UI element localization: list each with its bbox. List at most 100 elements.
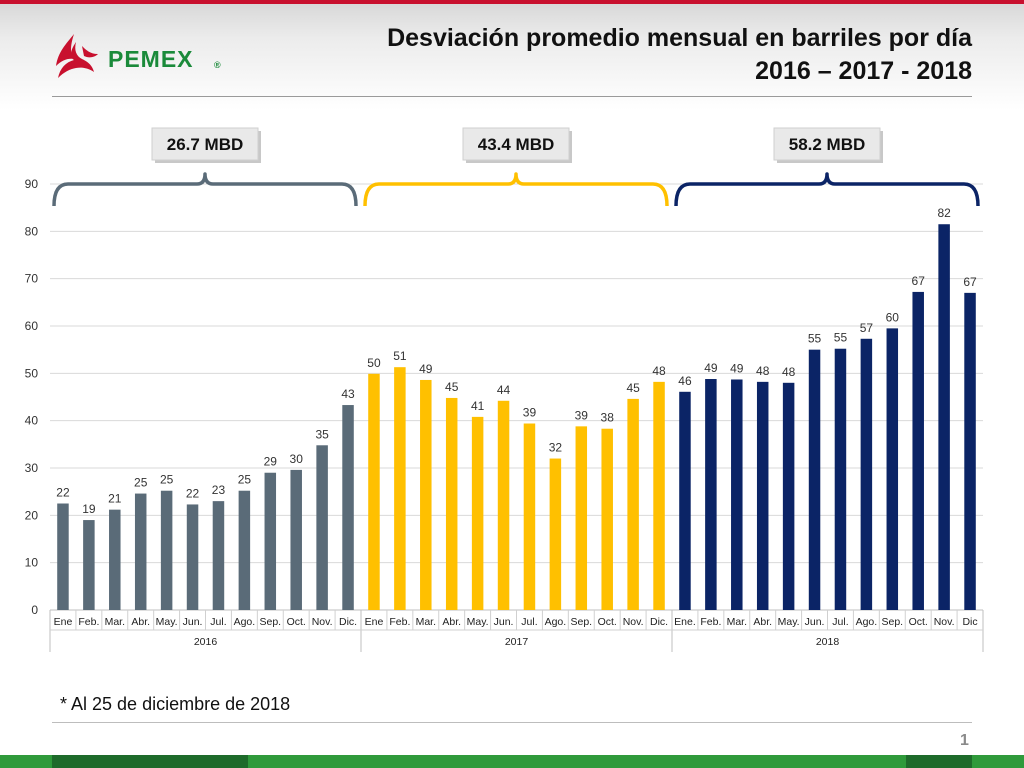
x-tick-label: Ene: [54, 616, 73, 628]
data-label: 48: [782, 365, 796, 379]
x-tick-label: Jul.: [210, 616, 226, 628]
x-tick-label: Jun.: [805, 616, 825, 628]
bar-2016: [186, 504, 199, 610]
pemex-logo: PEMEX ®: [52, 32, 242, 80]
group-brace-2017: [363, 172, 669, 207]
y-tick-label: 60: [25, 319, 39, 333]
average-label: 26.7 MBD: [167, 135, 244, 154]
y-tick-label: 90: [25, 177, 39, 191]
bar-2017: [575, 426, 588, 610]
data-label: 25: [238, 473, 252, 487]
x-tick-label: Nov.: [934, 616, 955, 628]
bar-2018: [782, 382, 795, 610]
data-label: 82: [937, 206, 951, 220]
data-label: 46: [678, 374, 692, 388]
bar-2018: [808, 349, 821, 610]
x-tick-label: Jul.: [832, 616, 848, 628]
bar-2017: [394, 367, 406, 610]
bar-2016: [290, 469, 302, 610]
data-label: 49: [419, 362, 433, 376]
bar-2018: [834, 348, 847, 610]
x-tick-label: Oct.: [598, 616, 617, 628]
bar-2018: [679, 391, 691, 610]
data-label: 67: [912, 274, 926, 288]
group-brace-2016: [52, 172, 358, 207]
x-tick-label: May.: [156, 616, 178, 628]
x-tick-label: Feb.: [389, 616, 410, 628]
bar-2018: [731, 379, 743, 610]
x-tick-label: Mar.: [727, 616, 747, 628]
average-label: 43.4 MBD: [478, 135, 555, 154]
bar-2017: [420, 379, 432, 610]
year-label: 2016: [194, 636, 218, 648]
bar-2016: [134, 493, 147, 610]
bar-2016: [57, 503, 69, 610]
x-tick-label: Dic.: [650, 616, 668, 628]
average-label: 58.2 MBD: [789, 135, 866, 154]
bar-2018: [938, 224, 950, 610]
data-label: 48: [756, 364, 770, 378]
x-tick-label: Jun.: [494, 616, 514, 628]
x-tick-label: Oct.: [287, 616, 306, 628]
y-tick-label: 30: [25, 461, 39, 475]
data-label: 55: [834, 331, 848, 345]
data-label: 45: [445, 380, 459, 394]
data-label: 22: [186, 486, 200, 500]
data-label: 50: [367, 356, 381, 370]
data-label: 48: [652, 364, 666, 378]
bar-2017: [653, 381, 665, 610]
registered-mark: ®: [214, 60, 221, 70]
y-tick-label: 70: [25, 272, 39, 286]
data-label: 38: [601, 411, 615, 425]
x-tick-label: Sep.: [259, 616, 281, 628]
data-label: 51: [393, 349, 407, 363]
x-tick-label: Ene.: [674, 616, 696, 628]
bar-2016: [160, 490, 173, 610]
x-tick-label: Abr.: [442, 616, 461, 628]
bar-2018: [886, 328, 899, 610]
bar-2018: [912, 291, 924, 610]
bar-2018: [860, 338, 873, 610]
footnote: * Al 25 de diciembre de 2018: [60, 694, 291, 714]
x-tick-label: Ene: [365, 616, 384, 628]
average-box-2018: [773, 127, 881, 161]
x-tick-label: Abr.: [753, 616, 772, 628]
footer-band: [0, 755, 1024, 768]
y-tick-label: 40: [25, 414, 39, 428]
x-tick-label: Nov.: [623, 616, 644, 628]
y-tick-label: 10: [25, 556, 39, 570]
header-accent-line: [0, 0, 1024, 4]
data-label: 41: [471, 399, 485, 413]
page-title: Desviación promedio mensual en barriles …: [387, 22, 972, 88]
data-label: 39: [575, 408, 589, 422]
x-tick-label: Feb.: [700, 616, 721, 628]
data-label: 49: [730, 361, 744, 375]
x-tick-label: Jul.: [521, 616, 537, 628]
x-tick-label: Dic: [962, 616, 977, 628]
bar-2018: [756, 381, 769, 610]
data-label: 60: [886, 310, 900, 324]
x-tick-label: Jun.: [183, 616, 203, 628]
bar-2017: [445, 397, 458, 610]
y-tick-label: 80: [25, 224, 39, 238]
bar-2017: [627, 398, 639, 610]
data-label: 43: [341, 387, 355, 401]
bar-2016: [316, 445, 328, 610]
data-label: 25: [160, 473, 174, 487]
x-tick-label: Ago.: [856, 616, 878, 628]
pemex-eagle-icon: [56, 34, 98, 78]
data-label: 29: [264, 455, 278, 469]
data-label: 45: [626, 381, 640, 395]
data-label: 49: [704, 361, 718, 375]
bar-2016: [212, 501, 225, 610]
data-label: 55: [808, 332, 822, 346]
data-label: 39: [523, 406, 537, 420]
x-tick-label: Mar.: [105, 616, 125, 628]
x-tick-label: Feb.: [78, 616, 99, 628]
data-label: 25: [134, 476, 148, 490]
data-label: 32: [549, 441, 563, 455]
data-label: 30: [290, 452, 304, 466]
bar-2016: [238, 490, 251, 610]
footer-band-accent-right: [906, 755, 972, 768]
x-tick-label: May.: [467, 616, 489, 628]
